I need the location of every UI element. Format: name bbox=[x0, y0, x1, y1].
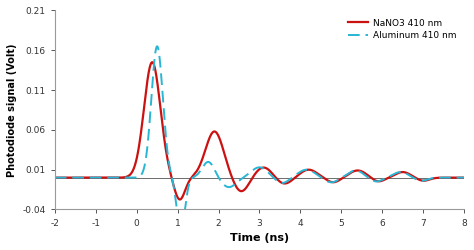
Line: Aluminum 410 nm: Aluminum 410 nm bbox=[55, 46, 464, 229]
NaNO3 410 nm bbox=[227, 170, 233, 173]
Legend: NaNO3 410 nm, Aluminum 410 nm: NaNO3 410 nm, Aluminum 410 nm bbox=[345, 15, 460, 44]
NaNO3 410 nm bbox=[177, 198, 182, 201]
Aluminum 410 nm bbox=[155, 45, 160, 48]
Aluminum 410 nm bbox=[454, 176, 459, 179]
X-axis label: Time (ns): Time (ns) bbox=[230, 233, 289, 243]
NaNO3 410 nm bbox=[410, 174, 415, 177]
Aluminum 410 nm bbox=[52, 176, 58, 179]
NaNO3 410 nm bbox=[52, 176, 58, 179]
Y-axis label: Photodiode signal (Volt): Photodiode signal (Volt) bbox=[7, 43, 17, 177]
Aluminum 410 nm bbox=[123, 176, 128, 179]
NaNO3 410 nm bbox=[123, 176, 128, 178]
NaNO3 410 nm bbox=[454, 176, 459, 179]
NaNO3 410 nm bbox=[209, 132, 215, 134]
Aluminum 410 nm bbox=[178, 228, 184, 231]
Aluminum 410 nm bbox=[209, 164, 215, 166]
NaNO3 410 nm bbox=[149, 61, 155, 64]
Aluminum 410 nm bbox=[410, 176, 415, 178]
Aluminum 410 nm bbox=[461, 176, 467, 179]
NaNO3 410 nm bbox=[99, 176, 104, 179]
Aluminum 410 nm bbox=[227, 186, 233, 188]
Aluminum 410 nm bbox=[99, 176, 104, 179]
NaNO3 410 nm bbox=[461, 176, 467, 179]
Line: NaNO3 410 nm: NaNO3 410 nm bbox=[55, 62, 464, 200]
